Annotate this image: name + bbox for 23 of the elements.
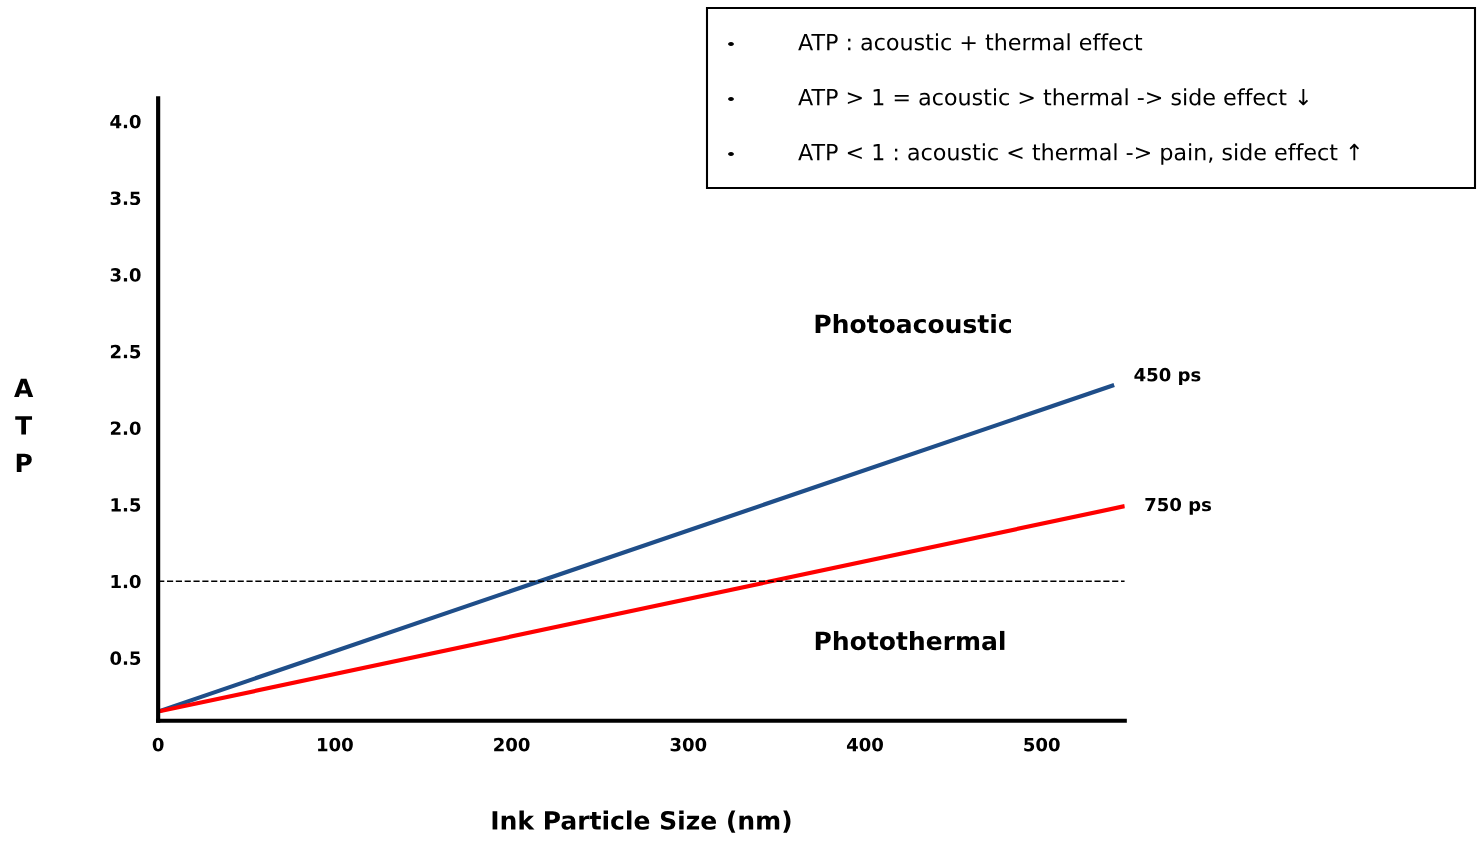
x-tick-label: 400 — [846, 737, 883, 752]
y-tick-label: 2.0 — [110, 421, 141, 436]
y-axis-title: ATP — [14, 378, 34, 472]
x-tick-label: 200 — [494, 737, 530, 752]
y-tick-label: 3.5 — [110, 191, 141, 206]
annotation: ATP > 1 = acoustic > thermal -> side effect ↓ — [798, 88, 1309, 106]
y-tick-label: 3.0 — [110, 268, 141, 282]
x-tick-label: 0 — [152, 737, 164, 752]
y-tick-label: 2.5 — [110, 344, 141, 359]
y-tick-label: 1.0 — [111, 574, 141, 589]
text: ATP : acoustic + thermal effect — [798, 33, 1143, 51]
x-axis-title: Ink Particle Size (nm) — [492, 810, 791, 833]
annotation: Photothermal — [815, 630, 1005, 651]
annotation: Photoacoustic — [815, 313, 1011, 334]
series-label: 750 ps — [1145, 497, 1211, 515]
x-tick-label: 500 — [1024, 737, 1060, 752]
y-tick-label: 1.5 — [111, 498, 141, 512]
series-label: 450 ps — [1134, 367, 1201, 386]
y-tick-label: 0.5 — [110, 651, 141, 666]
annotation: ATP < 1 : acoustic < thermal -> pain, side effect ↑ — [798, 143, 1360, 165]
x-tick-label: 100 — [318, 737, 353, 752]
x-tick-label: 300 — [670, 737, 707, 752]
y-tick-label: 4.0 — [110, 114, 141, 129]
